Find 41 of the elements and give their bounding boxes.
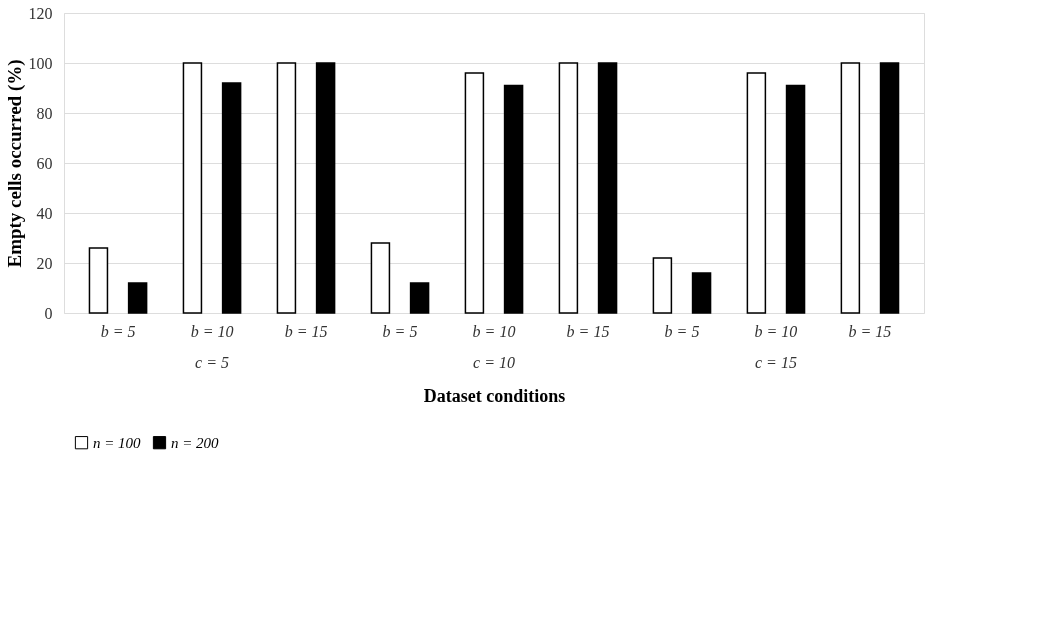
bar [879, 62, 900, 314]
text: c = 15 [755, 354, 797, 371]
x-tick-label: b = 10 [190, 322, 234, 340]
bar [746, 72, 767, 314]
bar [127, 282, 148, 314]
x-tick-label: b = 15 [848, 322, 892, 340]
text: c = 5 [195, 354, 229, 371]
bar [370, 242, 391, 314]
bar [315, 62, 336, 314]
x-tick-label: b = 15 [284, 322, 328, 340]
y-tick-label: 0 [44, 304, 53, 322]
bar [409, 282, 430, 314]
x-tick-label: b = 5 [382, 322, 418, 340]
x-tick-label: b = 10 [472, 322, 516, 340]
bar [276, 62, 297, 314]
legend-label: n = 200 [171, 434, 220, 451]
x-axis-title: Dataset conditions [423, 385, 566, 406]
bar [691, 272, 712, 314]
bar [221, 82, 242, 314]
bar [88, 247, 109, 314]
x-tick-label: b = 10 [754, 322, 798, 340]
y-tick-label: 120 [28, 4, 53, 22]
y-tick-label: 80 [36, 104, 53, 122]
legend-label: n = 100 [93, 434, 142, 451]
y-tick-label: 60 [36, 154, 53, 172]
bar [785, 84, 806, 314]
y-axis-title: Empty cells occurred (%) [3, 59, 26, 268]
bar [503, 84, 524, 314]
bar [464, 72, 485, 314]
text: c = 10 [473, 354, 515, 371]
x-tick-label: b = 5 [664, 322, 700, 340]
y-tick-label: 100 [28, 54, 53, 72]
bar [840, 62, 861, 314]
bar [182, 62, 203, 314]
bar [597, 62, 618, 314]
bar [652, 257, 673, 314]
bar [558, 62, 579, 314]
x-tick-label: b = 5 [100, 322, 136, 340]
x-tick-label: b = 15 [566, 322, 610, 340]
y-tick-label: 40 [36, 204, 53, 222]
y-tick-label: 20 [36, 254, 53, 272]
